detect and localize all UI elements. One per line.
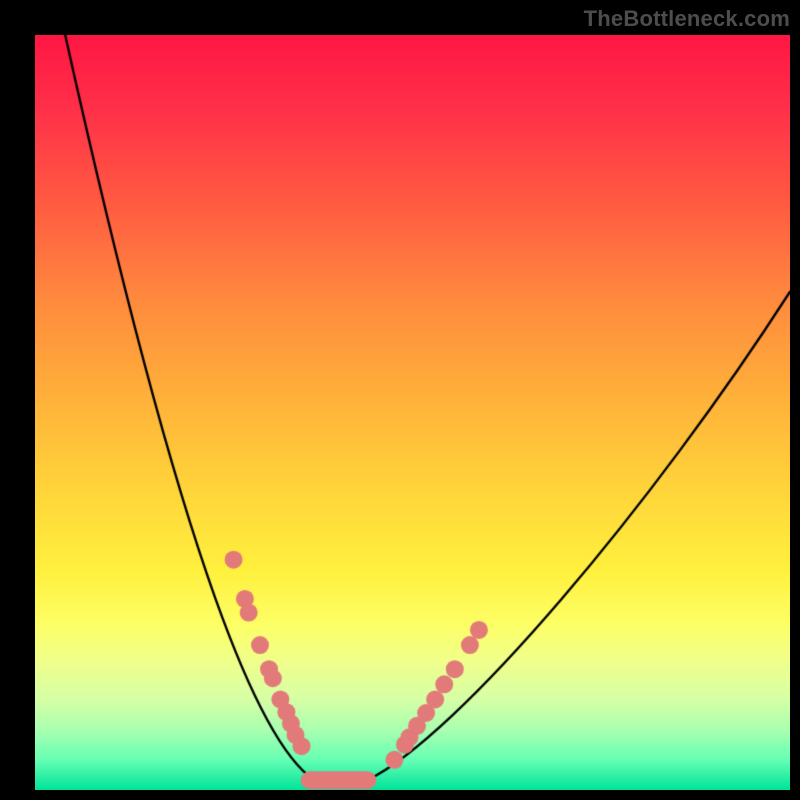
watermark-text: TheBottleneck.com [584,6,790,32]
chart-frame: TheBottleneck.com [0,0,800,800]
bottleneck-curve [35,35,790,790]
plot-area [35,35,790,790]
